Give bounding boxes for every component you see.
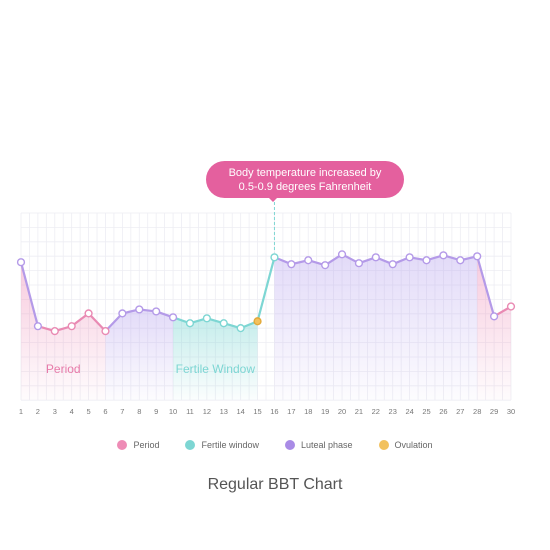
x-axis-ticks: 1 2 3 4 5 6 7 8 9 10 11 12 13 14 15 16 17 18 19 20 21 22 23 24 2… [19, 407, 515, 416]
x-tick-label-28: 28 [473, 407, 481, 416]
data-point-day-28 [473, 252, 482, 261]
x-tick-label-22: 22 [372, 407, 380, 416]
data-point-day-22 [371, 253, 380, 262]
data-point-day-19 [321, 261, 330, 270]
data-point-day-12 [202, 314, 211, 323]
line-segment-6 [476, 255, 496, 318]
data-point-day-1 [16, 258, 26, 267]
x-tick-label-19: 19 [321, 407, 329, 416]
x-tick-label-2: 2 [36, 407, 40, 416]
data-point-day-8 [135, 305, 144, 314]
region-labels: Period Fertile Window [46, 362, 255, 376]
x-tick-label-3: 3 [53, 407, 57, 416]
line-segment-4 [256, 256, 276, 323]
data-point-day-20 [337, 250, 347, 259]
x-tick-label-6: 6 [103, 407, 107, 416]
data-point-day-23 [388, 260, 397, 269]
data-point-day-21 [354, 259, 364, 268]
legend-label-ovulation: Ovulation [394, 440, 433, 450]
x-tick-label-4: 4 [70, 407, 74, 416]
data-point-day-27 [456, 256, 465, 265]
callout-line-2: 0.5-0.9 degrees Fahrenheit [238, 180, 372, 193]
data-point-day-26 [439, 251, 448, 260]
legend-item-fertile: Fertile window [185, 440, 259, 450]
x-tick-label-5: 5 [87, 407, 91, 416]
x-tick-label-20: 20 [338, 407, 346, 416]
x-tick-label-23: 23 [389, 407, 397, 416]
data-point-day-5 [84, 309, 93, 318]
x-tick-label-12: 12 [203, 407, 211, 416]
legend-label-luteal: Luteal phase [300, 440, 353, 450]
legend-label-fertile: Fertile window [201, 440, 259, 450]
x-tick-label-24: 24 [405, 407, 413, 416]
phase-area-3 [274, 254, 478, 400]
x-tick-label-8: 8 [137, 407, 141, 416]
x-tick-label-26: 26 [439, 407, 447, 416]
x-tick-label-7: 7 [120, 407, 124, 416]
x-tick-label-17: 17 [287, 407, 295, 416]
x-tick-label-30: 30 [507, 407, 515, 416]
x-tick-label-18: 18 [304, 407, 312, 416]
chart-legend: Period Fertile window Luteal phase Ovula… [0, 440, 550, 450]
data-point-day-2 [33, 322, 42, 331]
legend-item-period: Period [117, 440, 159, 450]
legend-swatch-fertile [185, 440, 196, 450]
data-point-day-24 [405, 253, 414, 262]
legend-swatch-luteal [284, 440, 295, 450]
x-tick-label-25: 25 [422, 407, 430, 416]
x-tick-label-16: 16 [270, 407, 278, 416]
phase-area-2 [105, 309, 174, 400]
phase-area-0 [21, 262, 106, 400]
x-tick-label-9: 9 [154, 407, 158, 416]
x-tick-label-14: 14 [236, 407, 244, 416]
x-tick-label-27: 27 [456, 407, 464, 416]
chart-title: Regular BBT Chart [207, 476, 343, 493]
data-point-day-30 [506, 302, 516, 311]
legend-label-period: Period [133, 440, 160, 450]
temperature-points [16, 250, 516, 336]
phase-areas [21, 254, 511, 400]
data-point-day-17 [287, 260, 296, 269]
data-point-day-10 [168, 313, 178, 322]
data-point-day-29 [490, 312, 499, 321]
data-point-day-4 [67, 322, 76, 331]
data-point-day-25 [422, 256, 431, 265]
ovulation-point [253, 317, 262, 326]
legend-item-ovulation: Ovulation [378, 440, 433, 450]
callout-line-1: Body temperature increased by [228, 166, 382, 179]
data-point-day-13 [219, 319, 228, 328]
region-label-1: Fertile Window [176, 362, 256, 376]
phase-area-4 [477, 256, 511, 400]
temperature-callout: Body temperature increased by 0.5-0.9 de… [206, 161, 404, 198]
data-point-day-6 [101, 327, 110, 336]
legend-swatch-period [117, 440, 128, 450]
line-segment-0 [19, 261, 39, 328]
data-point-day-18 [304, 256, 313, 265]
data-point-day-11 [185, 319, 195, 328]
phase-area-1 [173, 317, 258, 400]
data-point-day-16 [270, 253, 279, 262]
legend-item-luteal: Luteal phase [284, 440, 353, 450]
x-tick-label-29: 29 [490, 407, 498, 416]
data-point-day-9 [152, 307, 161, 316]
legend-swatch-ovulation [378, 440, 389, 450]
x-tick-label-11: 11 [186, 407, 194, 416]
x-tick-label-13: 13 [220, 407, 228, 416]
data-point-day-7 [118, 309, 127, 318]
x-tick-label-21: 21 [355, 407, 363, 416]
data-point-day-14 [236, 324, 245, 333]
data-point-day-3 [50, 327, 59, 336]
x-tick-label-1: 1 [19, 407, 23, 416]
x-tick-label-15: 15 [253, 407, 261, 416]
callout-pointer [268, 197, 278, 202]
x-tick-label-10: 10 [169, 407, 177, 416]
region-label-0: Period [46, 362, 81, 376]
